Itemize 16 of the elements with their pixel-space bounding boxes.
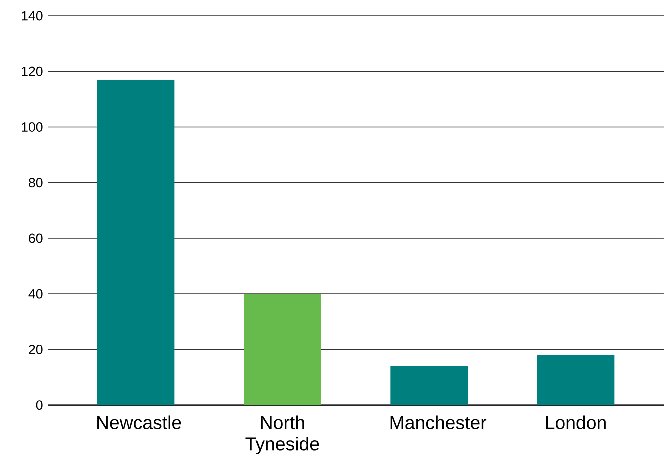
y-tick-label: 40: [28, 290, 43, 299]
y-tick-label: 140: [22, 11, 43, 21]
bar: [537, 355, 615, 406]
y-tick-label: 20: [29, 345, 43, 355]
x-tick-label: Newcastle: [98, 416, 182, 430]
x-tick-label: London: [546, 416, 606, 430]
y-tick-label: 0: [36, 400, 43, 410]
y-tick-label: 60: [29, 234, 43, 244]
bar: [390, 366, 468, 406]
y-tick-label: 80: [29, 178, 43, 188]
bar: [97, 80, 175, 406]
x-tick-label: North Tyneside: [246, 416, 320, 455]
y-tick-label: 120: [22, 67, 43, 76]
x-tick-label: Manchester: [390, 416, 487, 430]
bar: [244, 294, 322, 406]
y-tick-label: 100: [22, 122, 43, 132]
